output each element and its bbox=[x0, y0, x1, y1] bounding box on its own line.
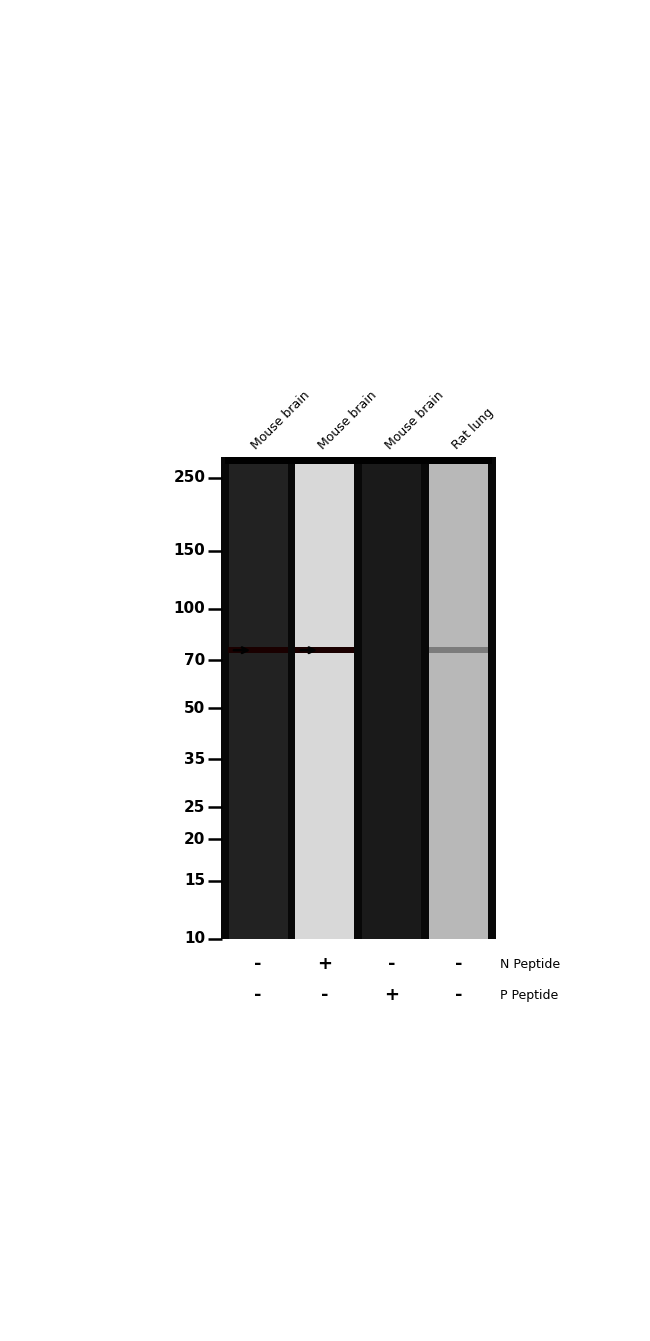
Text: 20: 20 bbox=[184, 831, 205, 848]
Text: 250: 250 bbox=[174, 471, 205, 485]
Bar bbox=[295, 457, 354, 939]
Text: P Peptide: P Peptide bbox=[500, 988, 558, 1002]
Text: +: + bbox=[317, 955, 332, 974]
Bar bbox=[488, 457, 496, 939]
Text: N Peptide: N Peptide bbox=[500, 957, 560, 971]
Bar bbox=[429, 457, 488, 939]
Text: 15: 15 bbox=[185, 873, 205, 888]
Text: Mouse brain: Mouse brain bbox=[383, 389, 446, 452]
Bar bbox=[229, 648, 287, 653]
Text: -: - bbox=[455, 955, 462, 974]
Text: 35: 35 bbox=[184, 752, 205, 767]
Text: +: + bbox=[384, 987, 399, 1004]
Text: 25: 25 bbox=[184, 801, 205, 815]
Text: -: - bbox=[254, 987, 262, 1004]
Text: 10: 10 bbox=[185, 931, 205, 947]
Text: Mouse brain: Mouse brain bbox=[316, 389, 379, 452]
Text: -: - bbox=[321, 987, 329, 1004]
Bar bbox=[221, 457, 229, 939]
Bar bbox=[421, 457, 429, 939]
Bar bbox=[354, 457, 362, 939]
Text: Mouse brain: Mouse brain bbox=[249, 389, 312, 452]
Bar bbox=[225, 457, 492, 464]
Bar bbox=[229, 457, 287, 939]
Bar bbox=[287, 457, 295, 939]
Bar bbox=[429, 648, 488, 653]
Text: 150: 150 bbox=[174, 543, 205, 558]
Text: -: - bbox=[254, 955, 262, 974]
Bar bbox=[362, 457, 421, 939]
Bar bbox=[225, 457, 492, 939]
Text: 100: 100 bbox=[174, 602, 205, 617]
Text: 70: 70 bbox=[184, 653, 205, 668]
Text: Rat lung: Rat lung bbox=[449, 406, 495, 452]
Text: -: - bbox=[455, 987, 462, 1004]
Text: -: - bbox=[388, 955, 395, 974]
Bar bbox=[295, 648, 354, 653]
Text: 50: 50 bbox=[184, 701, 205, 716]
